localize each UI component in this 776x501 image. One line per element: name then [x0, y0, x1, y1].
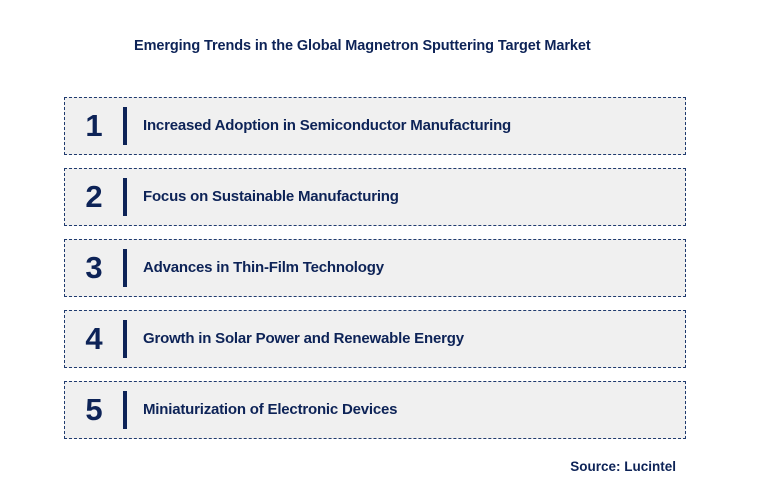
- page-title: Emerging Trends in the Global Magnetron …: [134, 38, 591, 54]
- trend-label: Growth in Solar Power and Renewable Ener…: [143, 330, 464, 347]
- trend-row: 4 Growth in Solar Power and Renewable En…: [64, 310, 686, 368]
- trend-list: 1 Increased Adoption in Semiconductor Ma…: [64, 97, 686, 439]
- trend-row: 5 Miniaturization of Electronic Devices: [64, 381, 686, 439]
- trend-row: 1 Increased Adoption in Semiconductor Ma…: [64, 97, 686, 155]
- trend-label: Increased Adoption in Semiconductor Manu…: [143, 117, 512, 134]
- trend-label: Miniaturization of Electronic Devices: [143, 401, 398, 418]
- trend-number: 1: [85, 107, 103, 143]
- trend-number: 2: [85, 178, 103, 214]
- trend-row: 2 Focus on Sustainable Manufacturing: [64, 168, 686, 226]
- trend-label: Advances in Thin-Film Technology: [143, 259, 384, 276]
- trend-number: 4: [85, 320, 103, 356]
- source-attribution: Source: Lucintel: [570, 459, 676, 474]
- trend-divider: [123, 107, 127, 145]
- trend-divider: [123, 391, 127, 429]
- trend-number: 5: [85, 391, 103, 427]
- trend-divider: [123, 320, 127, 358]
- trend-number: 3: [85, 249, 103, 285]
- trend-divider: [123, 249, 127, 287]
- trend-divider: [123, 178, 127, 216]
- trend-label: Focus on Sustainable Manufacturing: [143, 188, 399, 205]
- trend-row: 3 Advances in Thin-Film Technology: [64, 239, 686, 297]
